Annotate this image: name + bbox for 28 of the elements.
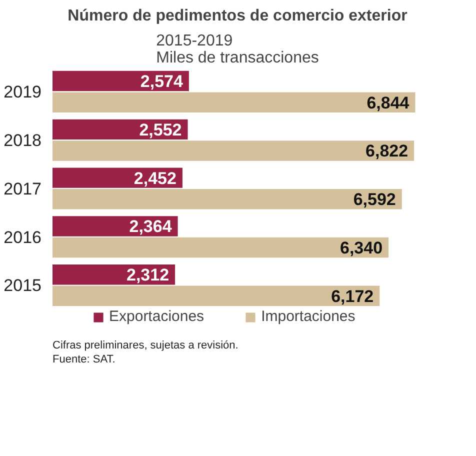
chart-title: Número de pedimentos de comercio exterior <box>68 8 408 24</box>
source-note: Fuente: SAT. <box>52 354 116 366</box>
data-label: 2,452 <box>134 168 176 188</box>
y-tick-label: 2015 <box>4 276 42 296</box>
data-label: 2,574 <box>140 72 184 92</box>
chart-subtitle: 2015-2019 Miles de transacciones <box>156 32 319 66</box>
y-tick-label: 2017 <box>4 179 42 198</box>
y-tick-label: 2018 <box>4 131 42 150</box>
data-label: 2,364 <box>129 217 172 236</box>
data-label: 2,552 <box>139 120 182 140</box>
bar <box>52 216 178 236</box>
legend-label: Exportaciones <box>109 308 204 325</box>
bar <box>52 286 380 306</box>
text: Cifras preliminares, sujetas a revisión. <box>52 340 238 352</box>
data-label: 6,822 <box>366 142 408 161</box>
legend-label: Importaciones <box>261 308 356 325</box>
bar <box>52 168 182 188</box>
bar <box>52 140 414 161</box>
data-label: 6,172 <box>331 286 374 306</box>
bar <box>52 189 402 210</box>
data-label: 2,312 <box>126 266 170 285</box>
data-label: 6,844 <box>366 93 410 112</box>
y-tick-label: 2019 <box>4 82 42 102</box>
bar <box>52 92 416 112</box>
bar <box>52 237 389 258</box>
data-label: 6,592 <box>353 190 396 210</box>
data-label: 6,340 <box>340 238 383 258</box>
y-tick-label: 2016 <box>4 228 42 247</box>
